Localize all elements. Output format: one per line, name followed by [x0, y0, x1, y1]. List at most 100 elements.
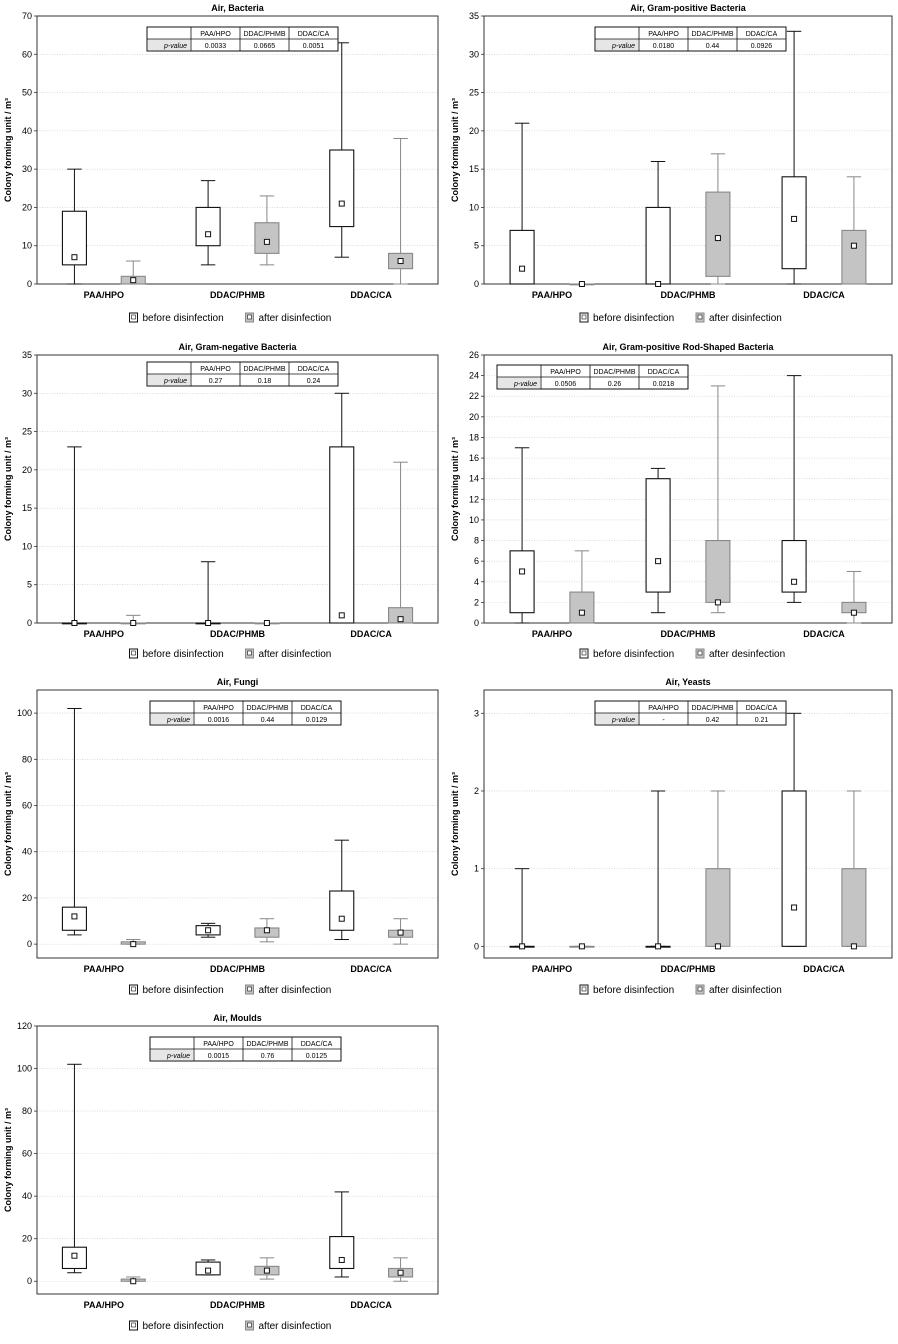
box-after: [120, 260, 146, 285]
median-marker: [714, 599, 721, 606]
chart-panel-3: Air, Gram-negative Bacteria 0 5 10 15 20 25 30 3…: [3, 342, 439, 660]
legend-marker-after: [697, 650, 703, 656]
median-marker: [130, 620, 137, 626]
table-header: DDAC/PHMB: [243, 31, 285, 38]
x-category-label: PAA/HPO: [84, 629, 124, 639]
chart-legend: before disinfection after disinfection: [579, 312, 782, 324]
y-tick-label: 8: [474, 536, 479, 546]
table-value: 0.0125: [306, 1053, 328, 1060]
box-iqr: [781, 790, 807, 947]
x-category-label: DDAC/PHMB: [210, 964, 265, 974]
chart-legend: before disinfection after desinfection: [579, 648, 785, 660]
table-header: DDAC/PHMB: [593, 369, 635, 376]
y-tick-label: 18: [469, 432, 479, 442]
y-tick-label: 80: [22, 1106, 32, 1116]
legend-label-after: after disinfection: [259, 985, 332, 996]
median-marker: [397, 929, 404, 936]
box-after: [120, 614, 146, 626]
legend-marker-after: [247, 650, 252, 656]
y-tick-label: 20: [469, 126, 479, 136]
box-after: [705, 153, 731, 285]
median-marker: [263, 1267, 270, 1274]
y-tick-label: 35: [469, 11, 479, 21]
plot-frame: [483, 354, 893, 624]
x-category-label: DDAC/CA: [803, 290, 845, 300]
table-label: p-value: [166, 1053, 190, 1060]
median-marker: [655, 558, 662, 565]
y-tick-label: 20: [22, 202, 32, 212]
table-label-bg: [596, 39, 638, 50]
median-marker: [850, 609, 857, 616]
table-header: PAA/HPO: [200, 31, 231, 38]
median-marker: [850, 943, 857, 950]
y-tick-label: 30: [22, 388, 32, 398]
legend-marker-before: [581, 650, 587, 656]
x-category-label: DDAC/CA: [350, 964, 392, 974]
chart-legend: before disinfection after disinfection: [129, 984, 332, 996]
median-marker: [263, 620, 270, 626]
x-category-label: PAA/HPO: [532, 964, 572, 974]
y-tick-label: 100: [17, 708, 32, 718]
chart-title: Air, Gram-negative Bacteria: [178, 342, 297, 352]
box-iqr: [329, 149, 355, 228]
y-tick-label: 80: [22, 754, 32, 764]
table-value: 0.0506: [555, 381, 577, 388]
median-marker: [130, 277, 137, 284]
x-category-label: PAA/HPO: [84, 290, 124, 300]
legend-marker-before: [131, 650, 136, 656]
legend-marker-before: [131, 314, 136, 320]
y-tick-label: 20: [22, 893, 32, 903]
legend-label-after: after disinfection: [259, 649, 332, 660]
legend-label-before: before disinfection: [593, 313, 674, 324]
table-label: p-value: [611, 43, 635, 50]
table-header: DDAC/CA: [298, 366, 330, 373]
y-tick-label: 15: [469, 164, 479, 174]
chart-panel-7: Air, Moulds 0 20 40 60 80 100 120 Colony forming…: [3, 1013, 439, 1332]
median-marker: [338, 1256, 345, 1263]
legend-marker-after: [247, 314, 252, 320]
table-label-bg: [498, 377, 540, 388]
table-value: 0.21: [755, 717, 769, 724]
box-before: [329, 839, 355, 941]
x-category-label: DDAC/PHMB: [661, 629, 716, 639]
chart-legend: before disinfection after disinfection: [579, 984, 782, 996]
legend-label-before: before disinfection: [143, 985, 224, 996]
median-marker: [655, 943, 662, 950]
x-category-label: DDAC/PHMB: [661, 964, 716, 974]
y-tick-label: 10: [22, 241, 32, 251]
box-after: [388, 1257, 414, 1282]
table-header: DDAC/PHMB: [246, 705, 288, 712]
table-header: DDAC/CA: [301, 1041, 333, 1048]
box-before: [509, 122, 535, 285]
y-tick-label: 0: [27, 1276, 32, 1286]
y-tick-label: 2: [474, 786, 479, 796]
box-iqr: [569, 591, 595, 624]
table-label-bg: [596, 713, 638, 724]
median-marker: [263, 927, 270, 934]
box-iqr: [705, 191, 731, 277]
table-header: DDAC/PHMB: [691, 31, 733, 38]
box-before: [781, 30, 807, 285]
y-tick-label: 40: [22, 126, 32, 136]
box-iqr: [841, 229, 867, 285]
median-marker: [791, 578, 798, 585]
chart-legend: before disinfection after disinfection: [129, 1320, 331, 1332]
x-category-label: DDAC/CA: [350, 629, 392, 639]
y-tick-label: 120: [17, 1021, 32, 1031]
pvalue-table: PAA/HPO 0.27 DDAC/PHMB 0.18 DDAC/CA 0.24 p-val…: [146, 361, 339, 387]
table-header: PAA/HPO: [550, 369, 581, 376]
table-value: 0.0665: [254, 43, 276, 50]
table-header: PAA/HPO: [648, 705, 679, 712]
median-marker: [71, 254, 78, 261]
x-category-label: DDAC/CA: [803, 629, 845, 639]
legend-marker-before: [581, 986, 587, 992]
median-marker: [714, 235, 721, 242]
box-before: [329, 1191, 355, 1278]
legend-label-after: after disinfection: [709, 985, 782, 996]
box-after: [569, 943, 595, 950]
y-tick-label: 0: [27, 618, 32, 628]
y-tick-label: 12: [469, 494, 479, 504]
box-after: [569, 281, 595, 287]
x-category-label: DDAC/CA: [803, 964, 845, 974]
median-marker: [791, 904, 798, 911]
